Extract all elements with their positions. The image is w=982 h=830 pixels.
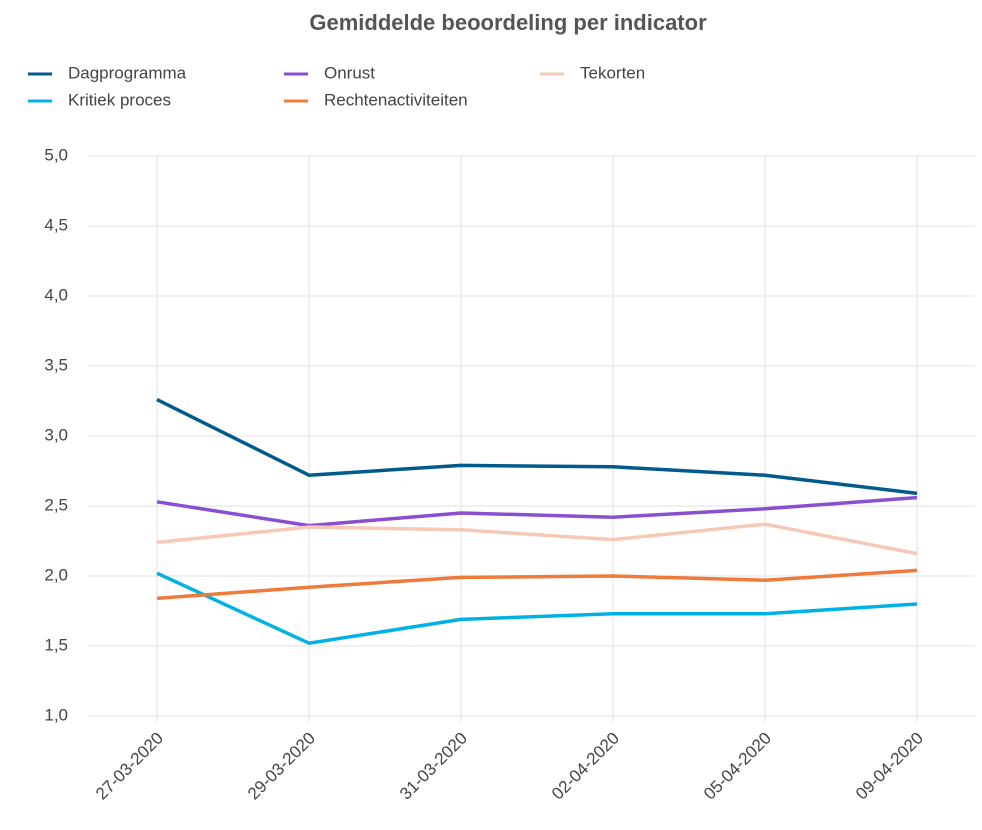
line	[156, 571, 918, 645]
y-tick-label: 5,0	[44, 145, 68, 164]
line	[156, 568, 918, 601]
x-tick-label: 09-04-2020	[852, 729, 927, 804]
x-tick-label: 31-03-2020	[396, 729, 471, 804]
y-tick-label: 2,5	[44, 495, 68, 514]
y-tick-label: 4,5	[44, 215, 68, 234]
x-tick-label: 05-04-2020	[700, 729, 775, 804]
line	[156, 398, 918, 496]
y-tick-label: 2,0	[44, 565, 68, 584]
x-tick-label: 27-03-2020	[92, 729, 167, 804]
x-tick-label: 29-03-2020	[244, 729, 319, 804]
legend-label: Rechtenactiviteiten	[324, 90, 468, 109]
legend-label: Tekorten	[580, 63, 645, 82]
y-tick-label: 3,5	[44, 355, 68, 374]
line	[156, 495, 918, 528]
line	[156, 522, 918, 556]
y-tick-label: 3,0	[44, 425, 68, 444]
legend-label: Kritiek proces	[68, 90, 171, 109]
y-tick-label: 1,5	[44, 635, 68, 654]
y-tick-label: 4,0	[44, 285, 68, 304]
legend-label: Onrust	[324, 63, 375, 82]
x-tick-label: 02-04-2020	[548, 729, 623, 804]
y-tick-label: 1,0	[44, 705, 68, 724]
legend-label: Dagprogramma	[68, 63, 187, 82]
chart-title: Gemiddelde beoordeling per indicator	[309, 10, 707, 35]
